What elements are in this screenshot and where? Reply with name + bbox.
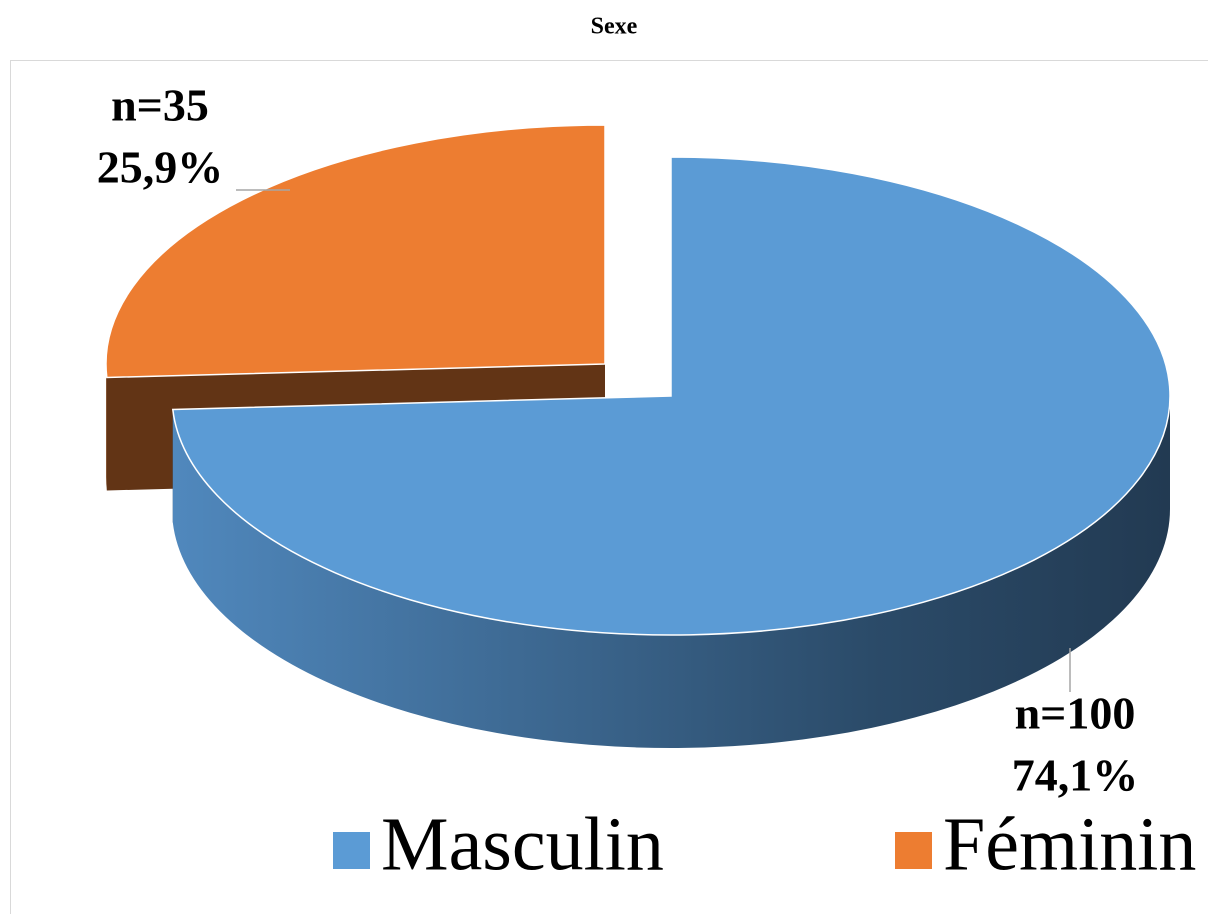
- value-label: 74,1%: [1012, 750, 1139, 801]
- pie: [105, 124, 1171, 748]
- chart-border: [10, 60, 1208, 914]
- slice: [105, 124, 606, 379]
- legend-label: Féminin: [943, 802, 1196, 886]
- legend-label: Masculin: [381, 802, 664, 886]
- chart-title: Sexe: [591, 14, 638, 40]
- value-label: 25,9%: [97, 142, 224, 193]
- slice-wall: [106, 364, 107, 491]
- legend-swatch: [333, 832, 370, 869]
- legend: Masculin Féminin: [333, 802, 1196, 886]
- slice: [171, 156, 1171, 636]
- data-labels: n=100 74,1% n=35 25,9%: [97, 80, 1139, 801]
- slice-wall: [172, 396, 1171, 748]
- count-label: n=35: [111, 80, 209, 131]
- legend-swatch: [895, 832, 932, 869]
- count-label: n=100: [1015, 688, 1136, 739]
